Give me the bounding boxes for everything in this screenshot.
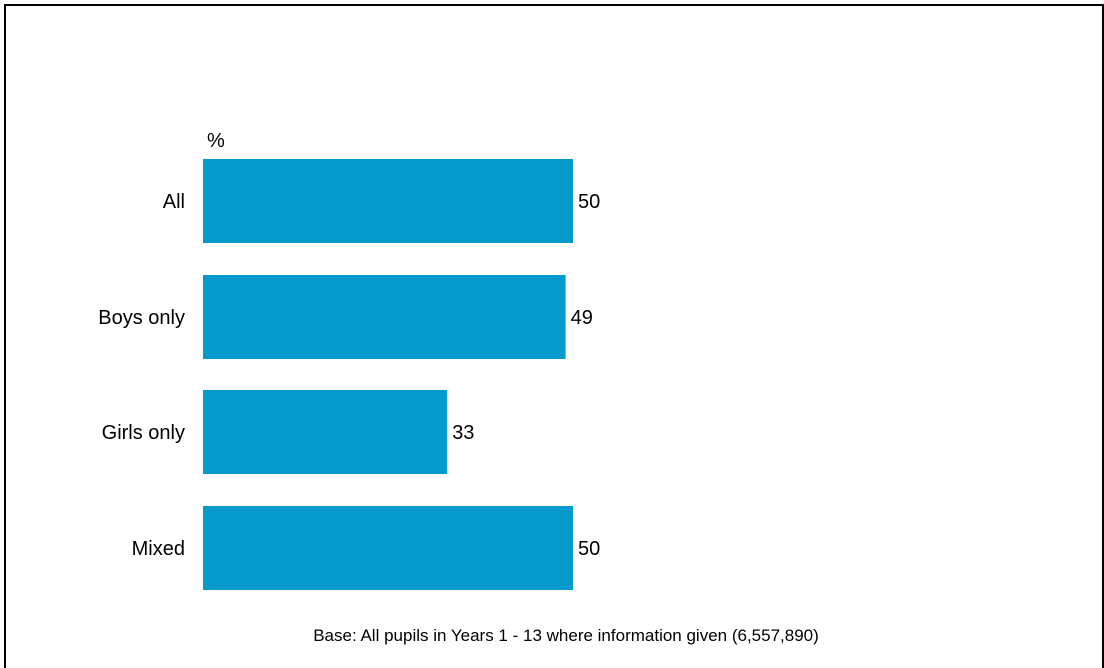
value-label-boys-only: 49 <box>571 307 593 329</box>
value-label-girls-only: 33 <box>452 422 474 444</box>
value-label-mixed: 50 <box>578 538 600 560</box>
category-label-boys-only: Boys only <box>98 307 185 329</box>
value-label-all: 50 <box>578 191 600 213</box>
bar-mixed <box>203 506 573 590</box>
category-label-girls-only: Girls only <box>102 422 185 444</box>
bar-boys-only <box>203 275 566 359</box>
bar-girls-only <box>203 390 448 474</box>
category-label-mixed: Mixed <box>132 538 185 560</box>
bars-group: All 50 Boys only 49 Girls only 33 Mixed 50 <box>98 159 600 590</box>
category-label-all: All <box>163 191 185 213</box>
bar-all <box>203 159 573 243</box>
base-note: Base: All pupils in Years 1 - 13 where i… <box>313 626 819 645</box>
unit-label: % <box>207 130 225 152</box>
